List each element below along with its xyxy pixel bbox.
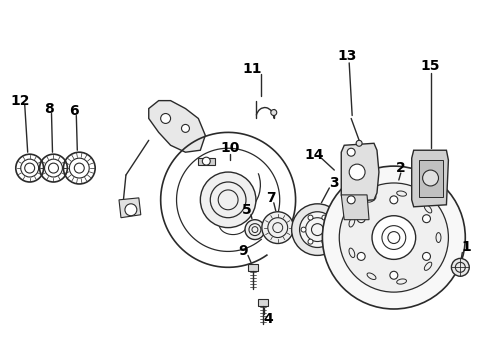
Text: 15: 15 — [421, 59, 441, 73]
Circle shape — [245, 220, 265, 239]
Text: 14: 14 — [305, 148, 324, 162]
Circle shape — [390, 271, 398, 279]
Circle shape — [357, 252, 365, 260]
Text: 13: 13 — [338, 49, 357, 63]
Circle shape — [390, 196, 398, 204]
Text: 5: 5 — [242, 203, 252, 217]
Circle shape — [308, 239, 313, 244]
Circle shape — [349, 164, 365, 180]
Circle shape — [299, 212, 335, 247]
Text: 2: 2 — [396, 161, 406, 175]
Circle shape — [200, 172, 256, 228]
Text: 7: 7 — [266, 191, 275, 205]
Circle shape — [451, 258, 469, 276]
Circle shape — [322, 215, 327, 220]
Circle shape — [125, 204, 137, 216]
Polygon shape — [258, 299, 268, 306]
Polygon shape — [418, 160, 443, 197]
Polygon shape — [341, 195, 369, 220]
Polygon shape — [149, 100, 205, 152]
Circle shape — [339, 183, 448, 292]
Circle shape — [322, 166, 466, 309]
Circle shape — [372, 216, 416, 260]
Polygon shape — [198, 158, 215, 165]
Circle shape — [347, 196, 355, 204]
Circle shape — [422, 215, 431, 223]
Circle shape — [347, 148, 355, 156]
Circle shape — [262, 212, 294, 243]
Text: 3: 3 — [329, 176, 339, 190]
Circle shape — [271, 109, 277, 116]
Polygon shape — [412, 150, 448, 207]
Polygon shape — [119, 198, 141, 218]
Circle shape — [422, 252, 431, 260]
Circle shape — [161, 113, 171, 123]
Circle shape — [181, 125, 190, 132]
Text: 10: 10 — [220, 141, 240, 155]
Text: 1: 1 — [462, 240, 471, 255]
Text: 11: 11 — [242, 62, 262, 76]
Circle shape — [301, 227, 306, 232]
Circle shape — [356, 140, 362, 146]
Circle shape — [422, 170, 439, 186]
Text: 9: 9 — [238, 244, 248, 258]
Circle shape — [292, 204, 343, 255]
Circle shape — [329, 227, 334, 232]
Circle shape — [202, 157, 210, 165]
Text: 6: 6 — [70, 104, 79, 118]
Polygon shape — [341, 143, 379, 202]
Circle shape — [322, 239, 327, 244]
Circle shape — [357, 215, 365, 223]
Text: 4: 4 — [263, 312, 273, 326]
Text: 8: 8 — [44, 102, 53, 116]
Text: 12: 12 — [10, 94, 29, 108]
Polygon shape — [248, 264, 258, 271]
Circle shape — [308, 215, 313, 220]
